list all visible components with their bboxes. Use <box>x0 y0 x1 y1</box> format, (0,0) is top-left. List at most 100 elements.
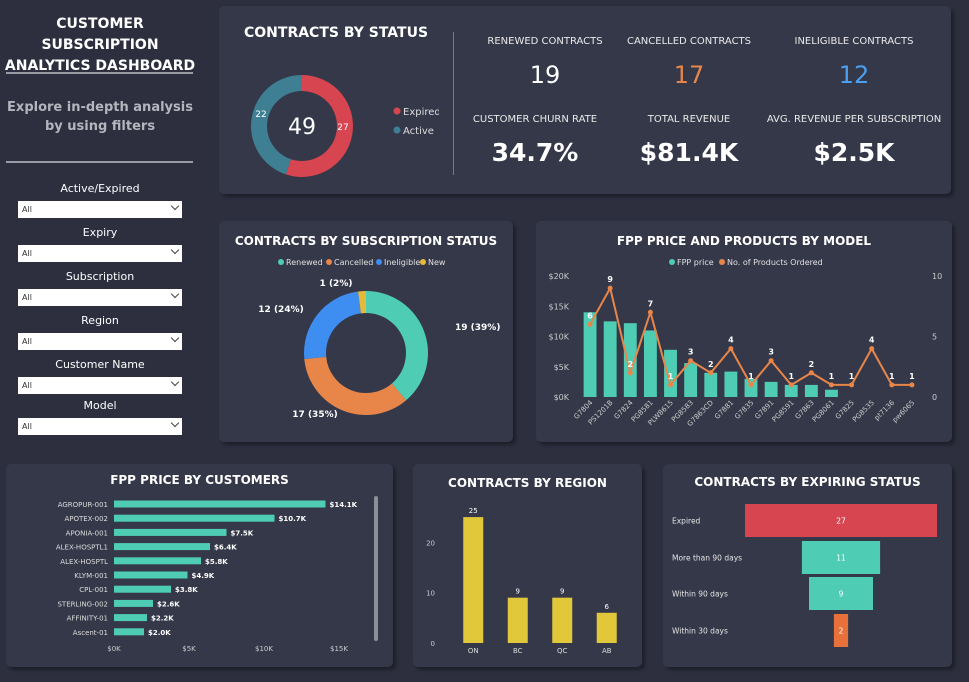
products-data-label: 1 <box>748 372 754 381</box>
customer-value-label: $4.9K <box>192 572 215 580</box>
scrollbar[interactable] <box>374 496 378 641</box>
products-point <box>668 382 674 388</box>
region-bar-ON <box>463 517 484 643</box>
bar-PG8583 <box>684 363 698 397</box>
customer-bar <box>114 557 201 565</box>
filter-select-active-expired[interactable]: All <box>18 201 182 218</box>
products-data-label: 1 <box>788 372 794 381</box>
funnel-value-label: 11 <box>836 554 846 563</box>
bar-PG8591 <box>784 384 798 397</box>
customer-bar <box>114 614 147 622</box>
region-value-label: 9 <box>516 588 520 596</box>
region-bar-chart[interactable]: 0 10 20 25 ON 9 BC 9 QC 6 AB <box>413 464 642 667</box>
subscription-status-card: CONTRACTS BY SUBSCRIPTION STATUS Renewed… <box>219 221 513 442</box>
x-tick-label: $0K <box>107 645 121 653</box>
funnel-stage-label: Within 90 days <box>672 590 728 599</box>
dashboard-title: CUSTOMER SUBSCRIPTION ANALYTICS DASHBOAR… <box>4 14 196 77</box>
filter-select-customer-name[interactable]: All <box>18 377 182 394</box>
customer-label: CPL-001 <box>79 586 108 594</box>
legend-active-marker <box>393 126 401 134</box>
filter-label-customer-name: Customer Name <box>55 358 145 371</box>
region-chart-body: 0 10 20 25 ON 9 BC 9 QC 6 AB <box>426 507 617 655</box>
y2-tick-label: 10 <box>932 272 942 281</box>
revenue-value: $81.4K <box>639 138 739 167</box>
card-title: CONTRACTS BY SUBSCRIPTION STATUS <box>234 234 498 248</box>
customer-value-label: $3.8K <box>175 586 198 594</box>
products-point <box>828 382 834 388</box>
legend-marker-ineligible <box>376 259 382 265</box>
products-point <box>607 285 613 291</box>
funnel-stage-label: More than 90 days <box>672 554 742 563</box>
customer-value-label: $5.8K <box>205 558 228 566</box>
card-title: FPP PRICE BY CUSTOMERS <box>110 473 289 487</box>
legend-expired: Expired <box>403 107 439 118</box>
products-data-label: 4 <box>728 336 734 345</box>
products-point <box>688 358 694 364</box>
model-combo-chart[interactable]: FPP price No. of Products Ordered $0K $5K $1… <box>536 221 952 442</box>
subscription-slice-renewed <box>366 291 428 401</box>
customers-chart-body: AGROPUR-001 $14.1K APOTEX-002 $10.7K APONIA-… <box>56 500 358 653</box>
churn-value: 34.7% <box>491 138 579 167</box>
x-tick-label: PG8061 <box>811 399 836 424</box>
select-value: All <box>22 293 32 302</box>
legend-expired-marker <box>393 107 401 115</box>
products-data-label: 2 <box>708 360 714 369</box>
subtitle-line1: Explore in-depth analysis <box>7 100 193 115</box>
y-tick-label: 0 <box>431 640 435 648</box>
subscription-slice-cancelled <box>304 356 407 415</box>
x-tick-label: $5K <box>182 645 196 653</box>
chevron-down-icon <box>170 245 180 255</box>
y-tick-label: $20K <box>548 272 569 281</box>
renewed-value: 19 <box>529 61 561 89</box>
card-title: CONTRACTS BY REGION <box>448 476 607 490</box>
expired-value-label: 27 <box>337 123 348 133</box>
products-data-label: 6 <box>587 311 593 320</box>
filter-select-subscription[interactable]: All <box>18 289 182 306</box>
bar-G7835 <box>744 378 758 397</box>
expiring-funnel-chart[interactable]: Expired 27 More than 90 days 11 Within 90 da… <box>663 464 952 667</box>
x-tick-label: BC <box>513 647 523 655</box>
products-point <box>768 358 774 364</box>
filter-sidebar: CUSTOMER SUBSCRIPTION ANALYTICS DASHBOAR… <box>0 0 200 682</box>
region-value-label: 9 <box>560 588 564 596</box>
chevron-down-icon <box>170 377 180 387</box>
subscription-slice-ineligible <box>304 291 361 359</box>
active-value-label: 22 <box>255 110 266 120</box>
x-tick-label: pw6065 <box>891 399 916 424</box>
customer-label: STERLING-002 <box>57 600 108 608</box>
ineligible-label: INELIGIBLE CONTRACTS <box>794 36 914 47</box>
filter-select-expiry[interactable]: All <box>18 245 182 262</box>
expiring-chart-card: CONTRACTS BY EXPIRING STATUS Expired 27 Mo… <box>663 464 952 667</box>
bar-PLW8615 <box>664 349 677 397</box>
customer-bar <box>114 628 144 636</box>
customers-bar-chart[interactable]: AGROPUR-001 $14.1K APOTEX-002 $10.7K APONIA-… <box>6 464 393 667</box>
filter-label-model: Model <box>83 399 117 412</box>
y-tick-label: 20 <box>426 539 435 547</box>
filter-select-model[interactable]: All <box>18 418 182 435</box>
filter-select-region[interactable]: All <box>18 333 182 350</box>
subscription-donut-chart[interactable]: Renewed Cancelled Ineligible New 19 (39%) 17… <box>219 251 513 442</box>
legend-marker-cancelled <box>326 259 332 265</box>
status-donut-chart[interactable]: 49 27 22 Expired Active <box>239 62 439 182</box>
customer-bar <box>114 514 275 522</box>
legend-marker-products-ordered <box>719 259 725 265</box>
region-bar-AB <box>596 612 617 643</box>
x-tick-label: AB <box>602 647 612 655</box>
products-data-label: 1 <box>909 372 915 381</box>
customer-label: AFFINITY-01 <box>67 615 108 623</box>
customer-bar <box>114 585 171 593</box>
customer-bar <box>114 543 210 551</box>
funnel-bar <box>833 614 849 647</box>
legend-fpp-price: FPP price <box>677 258 714 267</box>
legend-marker-new <box>420 259 426 265</box>
subscription-label-cancelled: 17 (35%) <box>292 410 337 420</box>
renewed-label: RENEWED CONTRACTS <box>487 36 603 47</box>
select-value: All <box>22 337 32 346</box>
products-point <box>708 370 714 376</box>
x-tick-label: $10K <box>255 645 273 653</box>
x-tick-label: G7881 <box>713 399 735 421</box>
products-point <box>909 382 915 388</box>
ineligible-value: 12 <box>838 61 870 89</box>
y-tick-label: 10 <box>426 590 435 598</box>
products-line <box>589 285 912 388</box>
